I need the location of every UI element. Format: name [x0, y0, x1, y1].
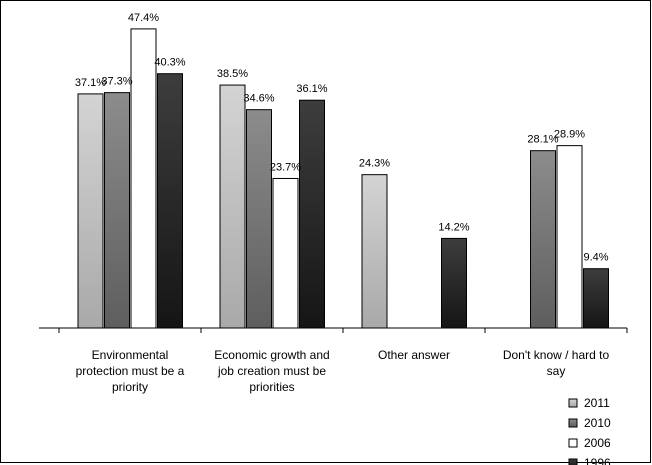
- value-label-1996-cat-1: 36.1%: [296, 83, 327, 95]
- legend-label-2011: 2011: [584, 396, 610, 410]
- value-label-2011-cat-2: 24.3%: [359, 158, 390, 170]
- value-labels-layer: 37.1%37.3% 47.4% 40.3% 38.5% 34.6% 23.7% 36.1%…: [75, 12, 609, 264]
- category-label-3: Don't know / hard to say: [503, 348, 610, 378]
- legend-swatch-2006: [568, 438, 578, 448]
- bar-1996-cat-2: [441, 237, 467, 329]
- value-label-2010-cat-3: 28.1%: [527, 134, 558, 146]
- value-label-1996-cat-0: 40.3%: [154, 57, 185, 69]
- legend-swatch-2011: [568, 398, 578, 408]
- bar-1996-cat-1: [299, 99, 325, 329]
- bar-2011-cat-1: [219, 84, 246, 329]
- bar-1996-cat-0: [157, 73, 183, 329]
- legend: 2011 2010 2006 1996: [568, 396, 611, 465]
- bar-2010-cat-1: [246, 109, 272, 329]
- category-labels-layer: Environmental protection must be a priorit…: [76, 348, 610, 394]
- bar-2006-cat-3: [556, 145, 583, 329]
- bar-2006-cat-0: [130, 28, 157, 329]
- value-label-2006-cat-3: 28.9%: [554, 129, 585, 141]
- bar-2010-cat-0: [104, 92, 130, 329]
- legend-label-1996: 1996: [584, 456, 611, 465]
- category-label-2: Other answer: [378, 348, 450, 362]
- category-label-1: Economic growth and job creation must be p…: [214, 348, 329, 394]
- legend-swatch-1996: [568, 458, 578, 465]
- bars-layer: [77, 28, 609, 329]
- legend-label-2006: 2006: [584, 436, 611, 450]
- value-label-2010-cat-1: 34.6%: [243, 93, 274, 105]
- value-label-1996-cat-3: 9.4%: [583, 252, 608, 264]
- value-label-2011-cat-0: 37.1%: [75, 77, 106, 89]
- category-label-0: Environmental protection must be a priorit…: [76, 348, 185, 394]
- legend-swatch-2010: [568, 418, 578, 428]
- value-label-2011-cat-1: 38.5%: [217, 68, 248, 80]
- x-axis: [39, 327, 628, 333]
- bar-2006-cat-1: [272, 177, 299, 329]
- value-label-1996-cat-2: 14.2%: [438, 221, 469, 233]
- value-label-2006-cat-1: 23.7%: [270, 161, 301, 173]
- bar-2011-cat-2: [361, 174, 388, 329]
- bar-2011-cat-0: [77, 93, 104, 329]
- value-label-2006-cat-0: 47.4%: [128, 12, 159, 24]
- value-label-2010-cat-0: 37.3%: [101, 76, 132, 88]
- bar-2010-cat-3: [530, 150, 556, 329]
- legend-label-2010: 2010: [584, 416, 611, 430]
- bar-1996-cat-3: [583, 268, 609, 329]
